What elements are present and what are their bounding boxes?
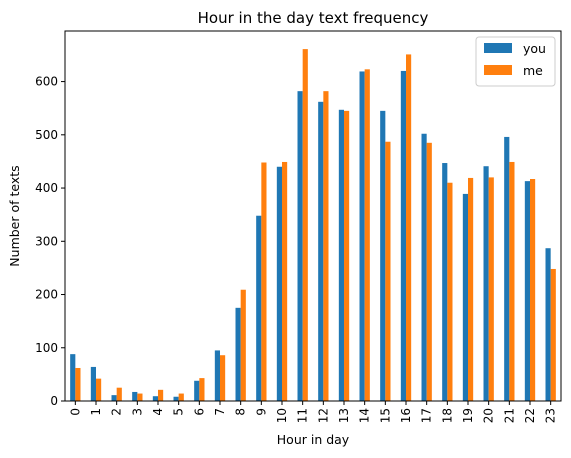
bar-me-10 bbox=[282, 162, 287, 401]
x-tick-label: 13 bbox=[337, 408, 351, 423]
bar-you-17 bbox=[422, 134, 427, 401]
bar-me-21 bbox=[509, 162, 514, 401]
bar-you-4 bbox=[153, 396, 158, 401]
y-tick-label: 600 bbox=[35, 75, 58, 89]
legend-label-you: you bbox=[523, 41, 546, 56]
bar-you-19 bbox=[463, 194, 468, 401]
bar-me-2 bbox=[117, 388, 122, 401]
bar-you-20 bbox=[484, 166, 489, 401]
x-tick-label: 17 bbox=[420, 408, 434, 423]
bar-me-0 bbox=[75, 368, 80, 401]
bar-me-12 bbox=[323, 91, 328, 401]
bar-you-3 bbox=[132, 392, 137, 401]
x-tick-label: 8 bbox=[234, 408, 248, 416]
y-tick-label: 0 bbox=[50, 394, 58, 408]
bar-you-6 bbox=[194, 381, 199, 401]
x-tick-label: 4 bbox=[151, 408, 165, 416]
x-tick-label: 10 bbox=[275, 408, 289, 423]
y-axis-label: Number of texts bbox=[7, 165, 22, 266]
bar-me-23 bbox=[551, 269, 556, 401]
bar-me-7 bbox=[220, 355, 225, 401]
y-tick-label: 100 bbox=[35, 341, 58, 355]
bar-me-19 bbox=[468, 178, 473, 401]
y-tick-label: 300 bbox=[35, 234, 58, 248]
x-tick-label: 12 bbox=[316, 408, 330, 423]
bar-me-20 bbox=[489, 177, 494, 401]
bar-me-4 bbox=[158, 390, 163, 401]
bar-you-13 bbox=[339, 110, 344, 401]
x-tick-label: 20 bbox=[482, 408, 496, 423]
bar-you-15 bbox=[380, 111, 385, 401]
bar-me-9 bbox=[261, 163, 266, 402]
bar-me-1 bbox=[96, 379, 101, 401]
bar-me-5 bbox=[179, 394, 184, 401]
legend-swatch-you bbox=[484, 43, 512, 53]
x-tick-label: 6 bbox=[192, 408, 206, 416]
x-tick-label: 5 bbox=[172, 408, 186, 416]
bar-you-5 bbox=[174, 397, 179, 401]
bar-you-2 bbox=[112, 395, 117, 401]
x-tick-label: 1 bbox=[89, 408, 103, 416]
bar-you-8 bbox=[236, 308, 241, 401]
x-tick-label: 23 bbox=[544, 408, 558, 423]
bar-you-7 bbox=[215, 350, 220, 401]
bar-me-8 bbox=[241, 290, 246, 401]
bar-me-14 bbox=[365, 69, 370, 401]
bar-you-9 bbox=[256, 216, 261, 401]
x-tick-label: 14 bbox=[358, 408, 372, 423]
bar-me-3 bbox=[137, 394, 142, 401]
x-tick-label: 16 bbox=[399, 408, 413, 423]
x-tick-label: 18 bbox=[440, 408, 454, 423]
legend: you me bbox=[476, 37, 555, 86]
x-tick-label: 3 bbox=[130, 408, 144, 416]
bar-you-0 bbox=[70, 354, 75, 401]
x-tick-label: 19 bbox=[461, 408, 475, 423]
bar-me-17 bbox=[427, 143, 432, 401]
bar-me-16 bbox=[406, 54, 411, 401]
x-tick-label: 2 bbox=[110, 408, 124, 416]
bar-you-21 bbox=[504, 137, 509, 401]
y-tick-label: 400 bbox=[35, 181, 58, 195]
bar-me-22 bbox=[530, 179, 535, 401]
bar-you-23 bbox=[546, 248, 551, 401]
x-axis-label: Hour in day bbox=[277, 432, 350, 447]
bar-me-15 bbox=[385, 142, 390, 401]
bar-you-16 bbox=[401, 71, 406, 401]
legend-swatch-me bbox=[484, 65, 512, 75]
bar-me-13 bbox=[344, 111, 349, 401]
bar-you-22 bbox=[525, 181, 530, 401]
bar-you-1 bbox=[91, 367, 96, 401]
bar-you-11 bbox=[298, 91, 303, 401]
bar-me-11 bbox=[303, 49, 308, 401]
bar-you-10 bbox=[277, 167, 282, 401]
bar-you-12 bbox=[318, 102, 323, 401]
x-tick-label: 22 bbox=[523, 408, 537, 423]
x-tick-label: 7 bbox=[213, 408, 227, 416]
y-tick-label: 500 bbox=[35, 128, 58, 142]
x-tick-label: 21 bbox=[502, 408, 516, 423]
y-tick-label: 200 bbox=[35, 288, 58, 302]
bar-me-18 bbox=[447, 183, 452, 401]
chart-title: Hour in the day text frequency bbox=[198, 9, 429, 27]
bar-you-18 bbox=[442, 163, 447, 401]
legend-label-me: me bbox=[523, 63, 543, 78]
bar-you-14 bbox=[360, 71, 365, 401]
x-tick-label: 11 bbox=[296, 408, 310, 423]
x-tick-label: 0 bbox=[68, 408, 82, 416]
x-tick-label: 9 bbox=[254, 408, 268, 416]
x-tick-label: 15 bbox=[378, 408, 392, 423]
bar-me-6 bbox=[199, 378, 204, 401]
